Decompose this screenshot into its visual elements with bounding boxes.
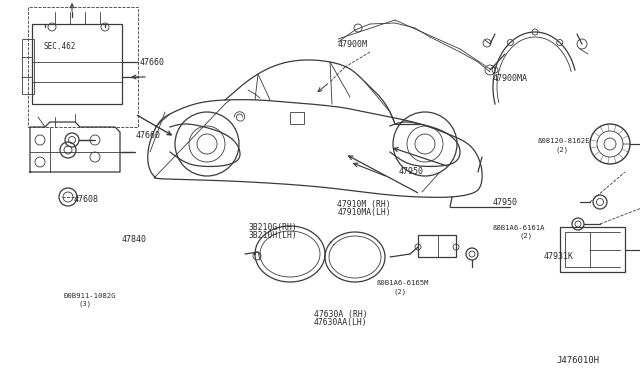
Bar bbox=[290, 112, 304, 124]
Text: 3B210H(LH): 3B210H(LH) bbox=[248, 231, 297, 240]
Text: (2): (2) bbox=[520, 233, 533, 240]
Bar bbox=[32, 24, 122, 104]
Text: 47630A (RH): 47630A (RH) bbox=[314, 310, 367, 319]
Text: ß0B1A6-6165M: ß0B1A6-6165M bbox=[376, 280, 429, 286]
Text: (2): (2) bbox=[556, 146, 569, 153]
Text: 47910MA(LH): 47910MA(LH) bbox=[337, 208, 391, 217]
Text: ß08120-8162E: ß08120-8162E bbox=[538, 138, 590, 144]
Text: (2): (2) bbox=[394, 288, 407, 295]
Text: 47840: 47840 bbox=[122, 235, 147, 244]
Text: 47660: 47660 bbox=[140, 58, 165, 67]
Text: SEC.462: SEC.462 bbox=[44, 42, 76, 51]
Text: 47931K: 47931K bbox=[544, 252, 574, 261]
Text: Ð0B911-1082G: Ð0B911-1082G bbox=[64, 293, 116, 299]
Bar bbox=[418, 235, 456, 257]
Text: 47950: 47950 bbox=[398, 167, 423, 176]
Bar bbox=[565, 232, 590, 267]
Text: J476010H: J476010H bbox=[557, 356, 600, 365]
Text: ß0B1A6-6161A: ß0B1A6-6161A bbox=[493, 225, 545, 231]
Text: 47900M: 47900M bbox=[338, 40, 368, 49]
Text: 3B210G(RH): 3B210G(RH) bbox=[248, 223, 297, 232]
Bar bbox=[22, 39, 34, 94]
Text: 47900MA: 47900MA bbox=[493, 74, 528, 83]
Bar bbox=[560, 227, 625, 272]
Bar bbox=[28, 7, 138, 127]
Text: 47630AA(LH): 47630AA(LH) bbox=[314, 318, 367, 327]
Text: 47910M (RH): 47910M (RH) bbox=[337, 200, 391, 209]
Text: (3): (3) bbox=[78, 301, 92, 307]
Text: 47660: 47660 bbox=[136, 131, 161, 140]
Text: 47950: 47950 bbox=[493, 198, 518, 207]
Text: 47608: 47608 bbox=[74, 195, 99, 203]
